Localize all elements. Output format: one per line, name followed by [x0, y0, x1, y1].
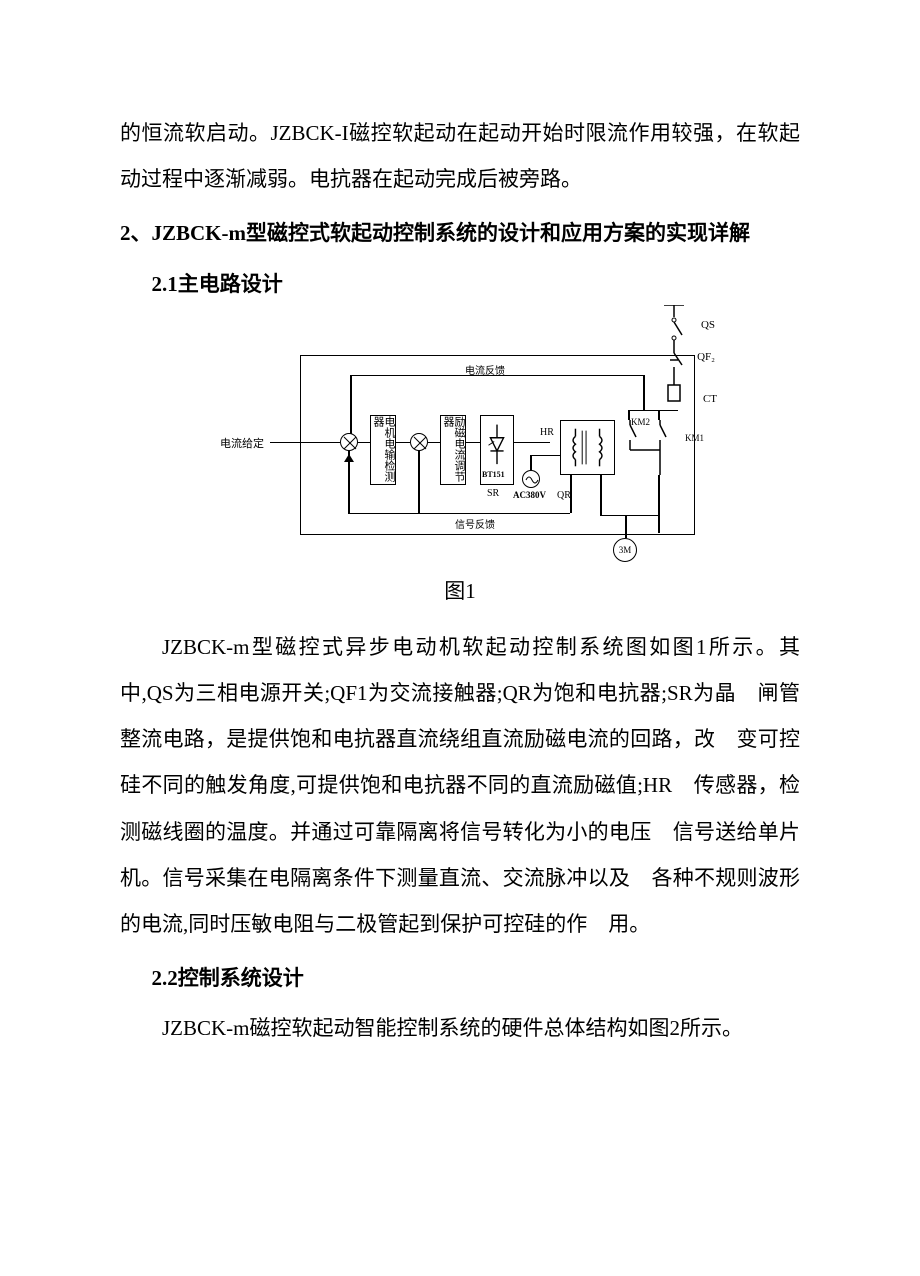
line-thy-hr: [514, 442, 550, 444]
motor-line: [625, 515, 627, 538]
label-hr: HR: [540, 427, 554, 438]
km-down: [658, 475, 660, 533]
subheading-2-1: 2.1主电路设计: [120, 261, 800, 307]
label-ct: CT: [703, 393, 717, 405]
label-qr: QR: [557, 490, 571, 501]
paragraph-1: 的恒流软启动。JZBCK-I磁控软起动在起动开始时限流作用较强，在软起动过程中逐…: [120, 110, 800, 202]
sum-2: [410, 433, 428, 451]
block-detector: 电机电输检测器: [370, 415, 396, 485]
sum-1: [340, 433, 358, 451]
qr-block: [560, 420, 615, 475]
block-exciter: 励磁电流调节器: [440, 415, 466, 485]
feedback-down-left: [350, 375, 352, 435]
right-branch-1: [628, 410, 630, 420]
line-s2-b2: [428, 442, 440, 444]
bottom-fb-mid: [418, 451, 420, 513]
paragraph-2: JZBCK-m型磁控式异步电动机软起动控制系统图如图1所示。其 中,QS为三相电…: [120, 624, 800, 947]
label-km2: KM2: [631, 417, 650, 427]
feedback-line-top: [350, 375, 645, 377]
line-s1-b1: [358, 442, 370, 444]
label-signal-feedback: 信号反馈: [455, 516, 495, 531]
line-b2-thy: [466, 442, 480, 444]
figure-1-container: QS QF₂ CT 电流反馈 电流给定 电机电输检测器 励磁电流调: [120, 315, 800, 612]
ac-to-qr: [530, 455, 560, 457]
label-sr: SR: [487, 488, 499, 499]
line-b1-s2: [396, 442, 410, 444]
qr-down: [600, 475, 602, 515]
motor: 3M: [613, 538, 637, 562]
ac-source: [522, 470, 540, 488]
feedback-down-right: [643, 375, 645, 410]
figure-1-diagram: QS QF₂ CT 电流反馈 电流给定 电机电输检测器 励磁电流调: [220, 315, 700, 560]
km-contacts: [620, 415, 680, 488]
label-bt151: BT151: [482, 470, 505, 479]
arrow-1: [344, 451, 354, 469]
heading-2: 2、JZBCK-m型磁控式软起动控制系统的设计和应用方案的实现详解: [120, 210, 800, 256]
paragraph-3: JZBCK-m磁控软起动智能控制系统的硬件总体结构如图2所示。: [120, 1005, 800, 1051]
label-km1: KM1: [685, 433, 704, 443]
label-input: 电流给定: [220, 435, 264, 451]
right-branch-2: [658, 410, 660, 420]
label-qs: QS: [701, 319, 715, 331]
to-motor-h: [600, 515, 658, 517]
bottom-fb-right: [570, 475, 572, 513]
subheading-2-2: 2.2控制系统设计: [120, 955, 800, 1001]
input-line: [270, 442, 340, 444]
label-ac: AC380V: [513, 490, 546, 500]
figure-1-caption: 图1: [444, 570, 476, 612]
ac-up: [530, 455, 532, 470]
label-qf: QF₂: [697, 351, 715, 363]
right-split: [628, 410, 676, 412]
bottom-feedback-line: [348, 513, 570, 515]
